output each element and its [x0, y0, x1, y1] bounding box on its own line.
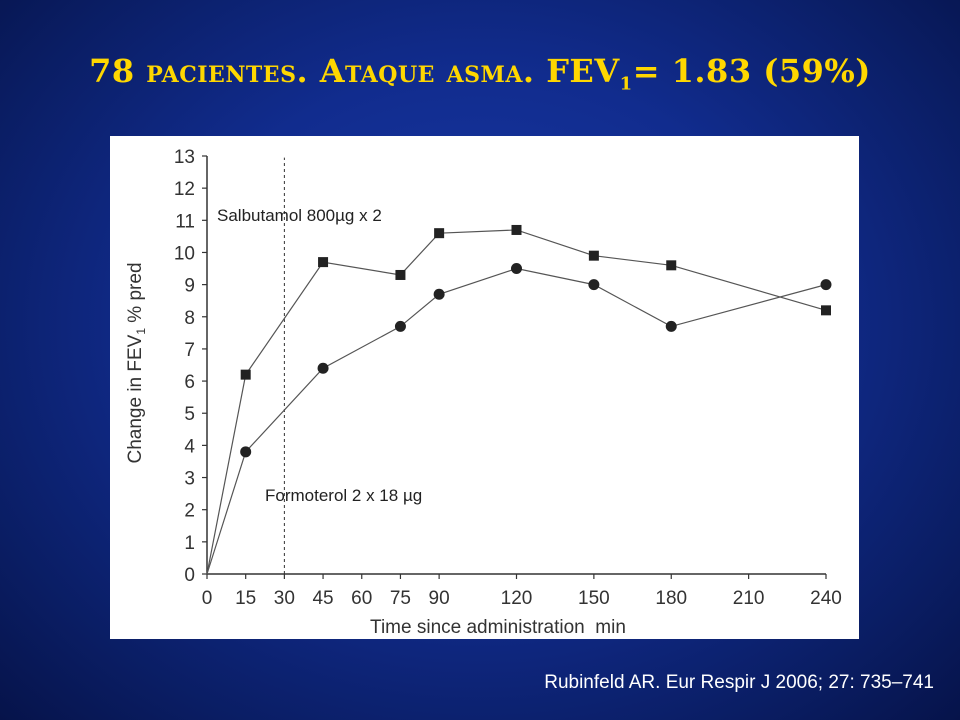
x-tick-label: 90: [429, 588, 450, 609]
slide-title-main: 78 pacientes. Ataque asma. FEV: [89, 52, 620, 90]
data-point-salbutamol: [511, 224, 522, 235]
data-point-salbutamol: [666, 260, 677, 271]
data-point-formoterol: [240, 446, 252, 458]
y-tick-label: 5: [184, 404, 195, 425]
data-point-salbutamol: [821, 305, 831, 316]
series-line-salbutamol: [206, 229, 827, 575]
data-point-formoterol: [433, 288, 445, 300]
slide-title-subscript: 1: [619, 73, 633, 95]
y-tick-label: 10: [174, 243, 195, 264]
x-tick-label: 120: [501, 588, 533, 609]
data-point-formoterol: [820, 279, 832, 291]
x-tick-label: 150: [578, 588, 610, 609]
y-tick-label: 12: [174, 179, 195, 200]
x-axis: 0 15 30 45 60 75 90 120 150 180 210 240: [202, 573, 842, 609]
x-tick-label: 15: [235, 588, 256, 609]
series-group: [206, 224, 832, 575]
data-point-salbutamol: [434, 228, 445, 239]
y-axis-title: Change in FEV1 % pred: [125, 262, 148, 463]
data-point-formoterol: [665, 320, 677, 332]
y-axis-title-subscript: 1: [134, 328, 148, 335]
data-point-salbutamol: [240, 369, 251, 380]
y-tick-label: 6: [184, 372, 195, 393]
data-point-formoterol: [588, 279, 600, 291]
data-point-salbutamol: [395, 269, 406, 280]
data-point-formoterol: [511, 263, 522, 275]
series-line-formoterol: [206, 267, 827, 575]
y-tick-label: 13: [174, 147, 195, 168]
slide-title-tail: = 1.83 (59%): [632, 52, 871, 90]
data-point-formoterol: [317, 362, 329, 374]
x-tick-label: 180: [655, 588, 687, 609]
data-point-salbutamol: [588, 250, 599, 261]
y-tick-label: 11: [175, 211, 195, 232]
data-point-salbutamol: [318, 257, 329, 268]
citation: Rubinfeld AR. Eur Respir J 2006; 27: 735…: [544, 672, 934, 693]
y-tick-label: 9: [184, 276, 195, 297]
slide-title: 78 pacientes. Ataque asma. FEV1= 1.83 (5…: [0, 52, 960, 94]
series-label-salbutamol: Salbutamol 800µg x 2: [217, 206, 382, 225]
chart-panel: 0 1 2 3 4 5 6 7 8 9 10 11 12 13 0 15 30 45 60 75 90 120 150 18…: [110, 136, 859, 639]
y-tick-label: 1: [184, 533, 195, 554]
y-tick-label: 7: [184, 340, 195, 361]
x-tick-label: 0: [202, 588, 213, 609]
y-tick-label: 0: [184, 565, 195, 586]
x-tick-label: 210: [733, 588, 765, 609]
y-tick-label: 4: [184, 436, 195, 457]
y-axis-title-prefix: Change in FEV: [125, 334, 146, 463]
y-axis-title-suffix: % pred: [125, 262, 146, 327]
y-tick-label: 8: [184, 308, 195, 329]
x-axis-title: Time since administration min: [370, 617, 626, 638]
x-tick-label: 30: [274, 588, 295, 609]
x-tick-label: 45: [312, 588, 333, 609]
x-tick-label: 75: [390, 588, 411, 609]
y-tick-label: 2: [184, 501, 195, 522]
series-label-formoterol: Formoterol 2 x 18 µg: [265, 486, 422, 505]
x-tick-label: 60: [351, 588, 372, 609]
x-tick-label: 240: [810, 588, 842, 609]
y-tick-label: 3: [184, 469, 195, 490]
data-point-formoterol: [394, 320, 406, 332]
